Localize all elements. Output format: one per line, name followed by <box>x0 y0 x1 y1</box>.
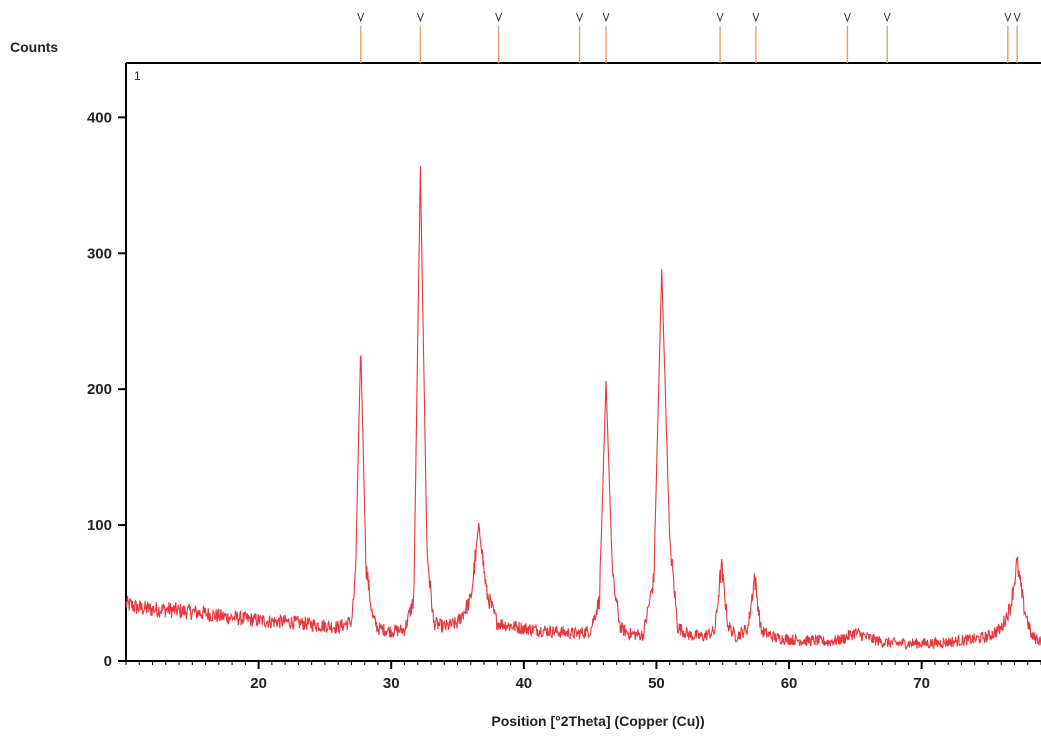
reference-marker-caret <box>1004 12 1012 23</box>
panel-label: 1 <box>134 69 141 83</box>
y-tick-label: 100 <box>87 517 112 534</box>
y-axis-title: Counts <box>10 39 58 55</box>
x-tick-label: 30 <box>383 675 400 692</box>
y-tick-label: 300 <box>87 245 112 262</box>
reference-marker-caret <box>883 12 891 23</box>
x-tick-label: 50 <box>648 675 665 692</box>
reference-marker-caret <box>357 12 365 23</box>
y-tick-label: 400 <box>87 109 112 126</box>
reference-marker-caret <box>602 12 610 23</box>
reference-marker-caret <box>843 12 851 23</box>
reference-marker-caret <box>752 12 760 23</box>
y-tick-label: 200 <box>87 381 112 398</box>
x-tick-label: 20 <box>250 675 267 692</box>
reference-marker-caret <box>495 12 503 23</box>
x-axis-title: Position [°2Theta] (Copper (Cu)) <box>491 713 704 729</box>
reference-marker-caret <box>716 12 724 23</box>
x-tick-label: 40 <box>515 675 532 692</box>
reference-marker-strip <box>126 12 1041 64</box>
reference-marker-caret <box>416 12 424 23</box>
x-tick-label: 70 <box>913 675 930 692</box>
y-tick-label: 0 <box>104 653 112 670</box>
reference-marker-caret <box>1013 12 1021 23</box>
reference-marker-caret <box>576 12 583 23</box>
x-tick-label: 60 <box>781 675 798 692</box>
diffraction-pattern-line <box>125 166 1041 650</box>
plot-area: 1 0 100 200 300 400 20 30 40 50 60 70 <box>87 63 1041 692</box>
